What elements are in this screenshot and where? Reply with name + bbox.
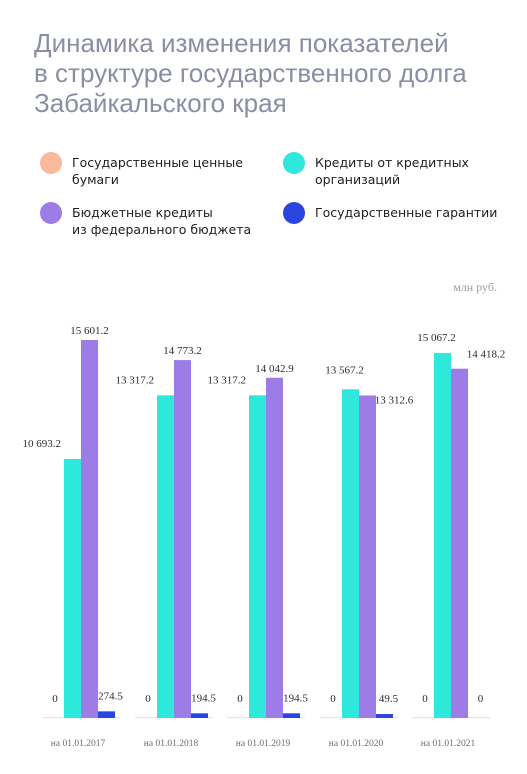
data-label-securities: 0 — [145, 693, 151, 705]
x-tick-label: на 01.01.2018 — [144, 739, 199, 749]
bar-budget-credits — [81, 340, 98, 718]
data-label-bank-credits: 13 567.2 — [325, 364, 364, 376]
legend-item-budget-credits: Бюджетные кредиты из федерального бюджет… — [40, 202, 252, 238]
data-label-guarantees: 49.5 — [379, 693, 399, 705]
data-label-guarantees: 194.5 — [283, 692, 308, 704]
bar-budget-credits — [451, 368, 468, 718]
bar-bank-credits — [342, 389, 359, 718]
bar-bank-credits — [64, 458, 81, 718]
legend-dot-bank-credits — [283, 152, 305, 174]
legend-label-bank-credits: Кредиты от кредитных организаций — [315, 155, 469, 187]
data-label-budget-credits: 15 601.2 — [70, 325, 109, 337]
data-label-budget-credits: 14 042.9 — [255, 363, 294, 375]
legend-label-guarantees: Государственные гарантии — [315, 205, 498, 220]
data-label-bank-credits: 13 317.2 — [208, 374, 247, 386]
data-label-bank-credits: 10 693.2 — [23, 438, 62, 450]
bar-bank-credits — [249, 395, 266, 718]
bar-guarantees — [191, 713, 208, 718]
bar-budget-credits — [359, 395, 376, 718]
x-tick-label: на 01.01.2020 — [329, 739, 384, 749]
bar-budget-credits — [266, 377, 283, 718]
data-label-guarantees: 194.5 — [191, 692, 216, 704]
legend-item-securities: Государственные ценные бумаги — [40, 152, 243, 188]
legend-dot-securities — [40, 152, 62, 174]
x-tick-label: на 01.01.2017 — [51, 739, 106, 749]
x-tick-label: на 01.01.2021 — [421, 739, 476, 749]
bar-bank-credits — [157, 395, 174, 718]
data-label-bank-credits: 15 067.2 — [417, 332, 456, 344]
data-label-securities: 0 — [422, 693, 428, 705]
unit-label: млн руб. — [453, 280, 497, 294]
bar-budget-credits — [174, 360, 191, 718]
data-label-guarantees: 274.5 — [98, 690, 123, 702]
bar-bank-credits — [434, 352, 451, 718]
legend-dot-guarantees — [283, 202, 305, 224]
data-label-bank-credits: 13 317.2 — [116, 374, 155, 386]
data-label-guarantees: 0 — [478, 693, 484, 705]
legend-label-securities: Государственные ценные бумаги — [72, 155, 243, 187]
data-label-securities: 0 — [330, 693, 336, 705]
legend-item-bank-credits: Кредиты от кредитных организаций — [283, 152, 469, 188]
bar-guarantees — [98, 711, 115, 718]
legend-label-budget-credits: Бюджетные кредиты из федерального бюджет… — [72, 205, 252, 237]
data-label-budget-credits: 13 312.6 — [375, 394, 414, 406]
data-label-budget-credits: 14 773.2 — [163, 345, 202, 357]
data-label-securities: 0 — [237, 693, 243, 705]
data-label-budget-credits: 14 418.2 — [467, 349, 506, 361]
legend-dot-budget-credits — [40, 202, 62, 224]
x-tick-label: на 01.01.2019 — [236, 739, 291, 749]
title-line-2: в структуре государственного долга — [34, 58, 467, 88]
title-line-3: Забайкальского края — [34, 88, 287, 118]
bar-guarantees — [283, 713, 300, 718]
legend-item-guarantees: Государственные гарантии — [283, 202, 498, 224]
data-label-securities: 0 — [52, 693, 58, 705]
title-line-1: Динамика изменения показателей — [34, 28, 449, 58]
chart-title: Динамика изменения показателей в структу… — [34, 28, 504, 118]
bar-guarantees — [376, 714, 393, 718]
